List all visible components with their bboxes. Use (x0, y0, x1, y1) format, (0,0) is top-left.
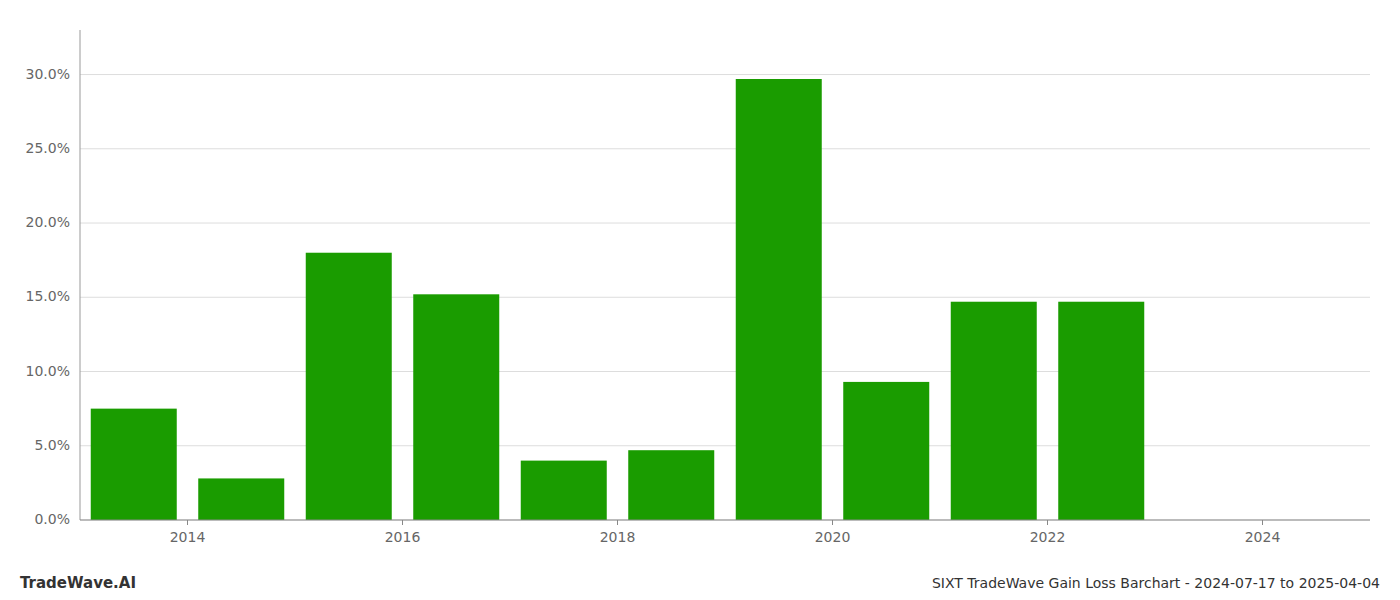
grid-line (80, 74, 1370, 75)
bar (521, 461, 607, 520)
bar (1058, 302, 1144, 520)
bar (91, 409, 177, 520)
title: SIXT TradeWave Gain Loss Barchart - 2024… (932, 575, 1380, 591)
y-tick-label: 15.0% (26, 288, 70, 304)
grid-line (80, 371, 1370, 372)
x-tick (1047, 520, 1048, 525)
y-tick-label: 25.0% (26, 140, 70, 156)
x-tick-label: 2014 (170, 529, 206, 545)
y-tick-label: 0.0% (34, 511, 70, 527)
bar (951, 302, 1037, 520)
x-tick (832, 520, 833, 525)
bar (198, 478, 284, 520)
x-tick (617, 520, 618, 525)
x-tick-label: 2016 (385, 529, 421, 545)
chart: 0.0% 5.0% 10.0% 15.0% 20.0% 25.0% 30.0% 2014 201… (0, 0, 1400, 600)
x-tick-label: 2020 (815, 529, 851, 545)
x-axis-line (80, 520, 1370, 521)
x-tick (402, 520, 403, 525)
y-grid (80, 75, 1370, 520)
bar (628, 450, 714, 520)
grid-line (80, 223, 1370, 224)
grid-line (80, 520, 1370, 521)
bar (843, 382, 929, 520)
bars (91, 79, 1145, 520)
x-tick (187, 520, 188, 525)
bar (306, 253, 392, 520)
grid-line (80, 148, 1370, 149)
bar (413, 294, 499, 520)
grid-line (80, 445, 1370, 446)
watermark: TradeWave.AI (20, 574, 136, 592)
y-tick-label: 5.0% (34, 437, 70, 453)
x-tick-label: 2022 (1030, 529, 1066, 545)
x-tick-label: 2018 (600, 529, 636, 545)
y-tick-label: 10.0% (26, 363, 70, 379)
bar (736, 79, 822, 520)
y-axis-line (80, 30, 81, 520)
x-tick-label: 2024 (1245, 529, 1281, 545)
y-tick-label: 20.0% (26, 214, 70, 230)
x-tick (1262, 520, 1263, 525)
y-tick-label: 30.0% (26, 66, 70, 82)
grid-line (80, 297, 1370, 298)
